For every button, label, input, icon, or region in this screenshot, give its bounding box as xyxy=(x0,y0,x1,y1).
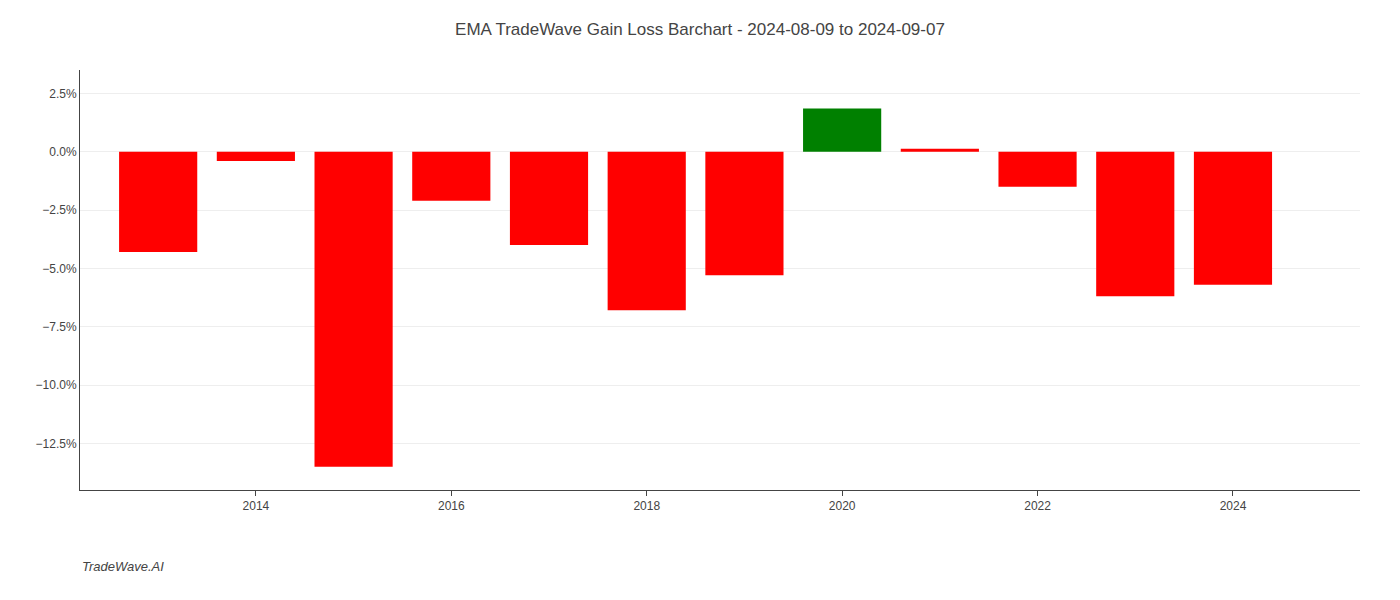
svg-text:2022: 2022 xyxy=(1024,499,1051,513)
svg-text:0.0%: 0.0% xyxy=(49,145,77,159)
svg-text:−12.5%: −12.5% xyxy=(36,437,77,451)
svg-text:2018: 2018 xyxy=(633,499,660,513)
svg-text:TradeWave.AI: TradeWave.AI xyxy=(82,559,164,574)
svg-text:2024: 2024 xyxy=(1220,499,1247,513)
svg-text:−7.5%: −7.5% xyxy=(42,320,77,334)
svg-text:2020: 2020 xyxy=(829,499,856,513)
svg-text:−2.5%: −2.5% xyxy=(42,203,77,217)
svg-text:−5.0%: −5.0% xyxy=(42,262,77,276)
svg-text:2014: 2014 xyxy=(243,499,270,513)
svg-text:EMA TradeWave Gain Loss Barcha: EMA TradeWave Gain Loss Barchart - 2024-… xyxy=(455,20,945,39)
svg-text:2.5%: 2.5% xyxy=(49,87,77,101)
svg-text:2016: 2016 xyxy=(438,499,465,513)
svg-text:−10.0%: −10.0% xyxy=(36,378,77,392)
